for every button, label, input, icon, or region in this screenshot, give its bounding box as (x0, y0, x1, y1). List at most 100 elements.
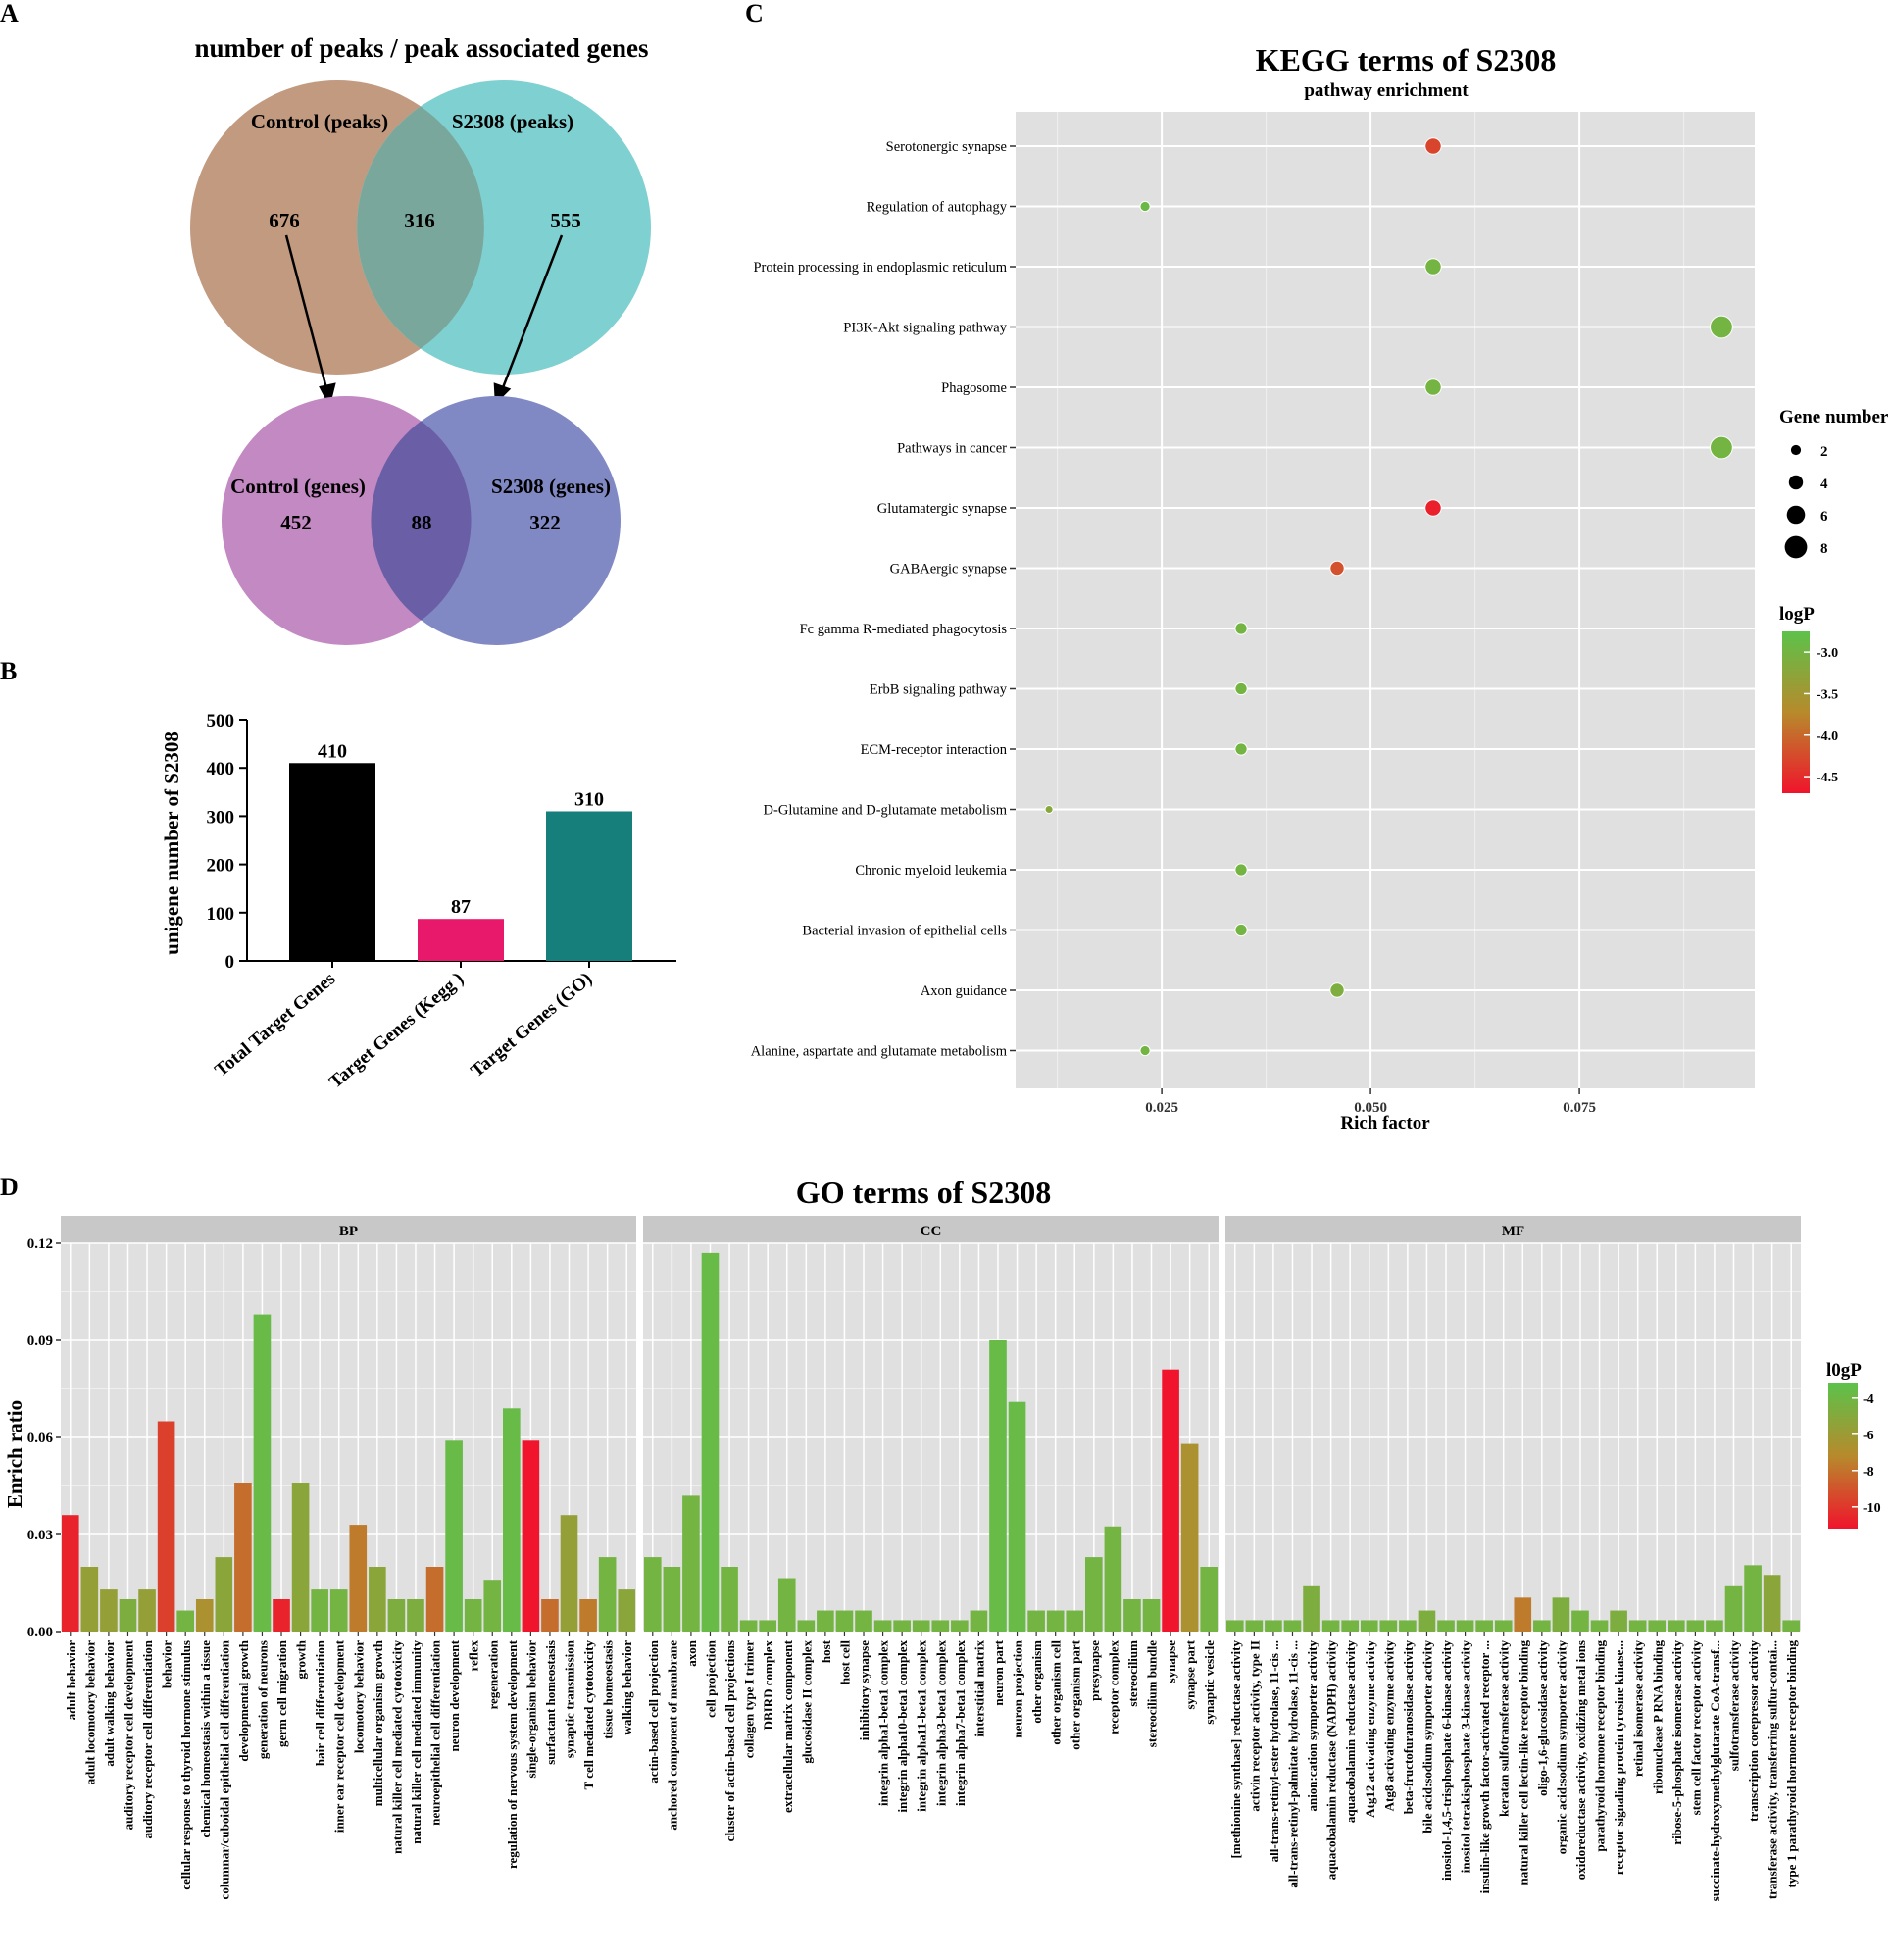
d-x-tick-label: stereocilium (1125, 1640, 1140, 1707)
panel-c-x-axis: 0.025 0.050 0.075 (1145, 1088, 1596, 1116)
size-legend-title: Gene number (1779, 407, 1889, 427)
d-x-tick-label: bile acid:sodium symporter activity (1419, 1640, 1434, 1834)
c-point (1234, 923, 1248, 937)
d-bar (1668, 1620, 1685, 1632)
size-legend-dot (1790, 444, 1802, 456)
venn-count-control-genes: 452 (280, 511, 312, 534)
d-x-tick-label: locomotory behavior (351, 1640, 366, 1753)
d-x-tick-label: host cell (837, 1640, 852, 1685)
d-x-tick-label: Atg8 activating enzyme activity (1381, 1640, 1396, 1812)
panel-c-xlabel: Rich factor (1340, 1113, 1430, 1133)
d-x-tick-label: anchored component of membrane (665, 1640, 679, 1831)
color-legend-label: -4.0 (1817, 729, 1838, 744)
d-x-tick-label: stereocilium bundle (1145, 1640, 1160, 1747)
d-x-tick-label: auditory receptor cell development (121, 1639, 135, 1830)
panel-c: C KEGG terms of S2308 pathway enrichment… (745, 0, 1889, 1133)
c-term-label: Fc gamma R-mediated phagocytosis (800, 622, 1008, 637)
d-legend-label: -10 (1863, 1501, 1881, 1516)
d-bar (1628, 1620, 1647, 1632)
d-x-tick-label: developmental growth (236, 1639, 251, 1761)
d-bar (1571, 1610, 1589, 1632)
size-legend-dot (1786, 505, 1806, 525)
d-bar (797, 1620, 816, 1632)
d-x-tick-label: neuron projection (1011, 1639, 1025, 1737)
d-bar (682, 1495, 700, 1632)
panel-c-subtitle: pathway enrichment (1304, 80, 1469, 101)
d-x-tick-label: cluster of actin-based cell projections (722, 1640, 737, 1841)
d-x-tick-label: inositol-1,4,5-trisphosphate 6-kinase ac… (1439, 1640, 1454, 1881)
d-bar (138, 1589, 156, 1632)
panel-a: A number of peaks / peak associated gene… (0, 0, 651, 645)
panel-c-points (1044, 137, 1733, 1057)
d-facet-strip (61, 1216, 636, 1243)
d-bar (1104, 1526, 1122, 1632)
color-legend-label: -4.5 (1817, 771, 1838, 785)
d-x-tick-label: cell projection (703, 1639, 718, 1718)
arrow-control (284, 234, 329, 393)
d-bar (721, 1567, 738, 1632)
d-bar (1379, 1620, 1398, 1632)
d-x-tick-label: sulfotransferase activity (1727, 1640, 1742, 1772)
venn-count-s2308-genes: 322 (529, 511, 561, 534)
c-x-tick-label: 0.075 (1563, 1100, 1596, 1116)
c-point (1234, 681, 1248, 696)
venn-label-s2308-peaks: S2308 (peaks) (452, 110, 573, 133)
d-bar (1245, 1620, 1264, 1632)
d-bar (1744, 1565, 1762, 1632)
d-x-tick-label: synapse part (1183, 1639, 1198, 1709)
color-legend-bar (1782, 631, 1810, 793)
c-point (1424, 137, 1442, 155)
d-bar (1046, 1610, 1065, 1632)
d-x-tick-label: synapse (1164, 1640, 1178, 1684)
d-x-tick-label: adult locomotory behavior (82, 1640, 97, 1785)
panel-d-color-legend: l0gP -4 -6 -8 -10 (1826, 1360, 1881, 1529)
d-x-tick-label: ribonuclease P RNA binding (1650, 1640, 1665, 1795)
d-bar (1283, 1620, 1302, 1632)
c-x-tick-label: 0.050 (1354, 1100, 1387, 1116)
d-bar (407, 1599, 424, 1632)
c-term-label: Glutamatergic synapse (877, 501, 1007, 517)
d-x-tick-label: other organism (1029, 1640, 1044, 1724)
d-x-tick-label: inner ear receptor cell development (332, 1639, 347, 1833)
c-term-label: Bacterial invasion of epithelial cells (802, 924, 1007, 939)
c-point (1139, 1044, 1151, 1057)
d-x-tick-label: extracellular matrix component (780, 1639, 795, 1813)
d-facet-strip (1225, 1216, 1801, 1243)
b-bar-value-label: 310 (574, 788, 604, 810)
d-bar (176, 1610, 194, 1632)
d-x-tick-label: parathyroid hormone receptor binding (1593, 1640, 1608, 1852)
size-legend-label: 2 (1820, 444, 1828, 460)
d-legend-ticks: -4 -6 -8 -10 (1852, 1392, 1881, 1516)
size-legend-label: 6 (1820, 509, 1828, 525)
d-bar (598, 1557, 617, 1632)
panel-b-ylabel: unigene number of S2308 (160, 731, 183, 955)
panel-c-plot-background (1016, 112, 1755, 1088)
d-x-tick-label: integrin alpha3-beta1 complex (933, 1640, 948, 1806)
color-legend-label: -3.0 (1817, 646, 1838, 661)
panel-c-title: KEGG terms of S2308 (1256, 42, 1557, 77)
c-point (1234, 622, 1248, 635)
venn-count-overlap-peaks: 316 (404, 209, 435, 232)
d-x-tick-label: other organism cell (1049, 1640, 1064, 1745)
venn-label-control-genes: Control (genes) (230, 475, 366, 498)
d-bar (579, 1599, 597, 1632)
c-term-label: Alanine, aspartate and glutamate metabol… (751, 1044, 1008, 1060)
panel-b-bars: 410 87 310 (289, 740, 632, 961)
c-point (1329, 982, 1345, 998)
b-bar (289, 763, 375, 961)
c-term-label: Pathways in cancer (897, 441, 1007, 457)
d-x-tick-label: keratan sulfotransferase activity (1497, 1640, 1512, 1817)
c-point (1424, 378, 1442, 396)
c-point (1424, 499, 1442, 517)
d-x-tick-label: neuroepithelial cell differentiation (428, 1639, 443, 1825)
d-y-tick-label: 0.00 (27, 1625, 53, 1640)
venn-label-control-peaks: Control (peaks) (251, 110, 388, 133)
d-bar (1162, 1369, 1179, 1632)
d-x-tick-label: natural killer cell mediated cytotoxicit… (389, 1640, 404, 1854)
panel-d-title: GO terms of S2308 (796, 1175, 1051, 1210)
d-bar (1265, 1620, 1282, 1632)
d-bar (663, 1567, 681, 1632)
panel-d-facets: BP adult behavior adult locomotory behavio… (61, 1216, 1801, 1901)
c-term-label: Serotonergic synapse (886, 139, 1007, 155)
panel-c-letter: C (745, 0, 764, 27)
